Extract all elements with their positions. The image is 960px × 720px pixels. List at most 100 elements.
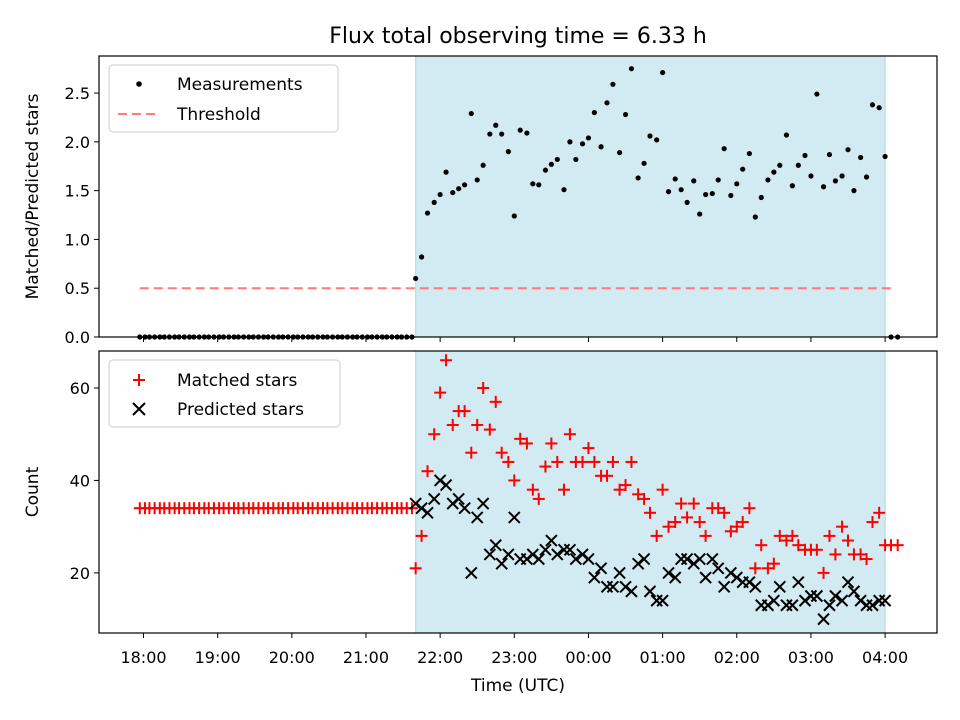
measurements-point (740, 166, 746, 172)
matched-stars-point (471, 418, 484, 431)
predicted-stars-point (792, 575, 805, 589)
matched-stars-point (681, 511, 694, 524)
matched-stars-point (520, 437, 533, 450)
bottom-observing-span (415, 350, 886, 634)
top-axis-ticks: 0.0 0.5 1.0 1.5 2.0 2.5 (65, 84, 886, 347)
measurements-point (573, 156, 579, 163)
measurements-point (765, 177, 771, 183)
top-y-tick-label: 0.5 (65, 279, 90, 298)
matched-stars-point (773, 529, 786, 542)
measurements-point (832, 178, 839, 184)
measurements-point (610, 81, 616, 87)
predicted-stars-point (878, 594, 892, 607)
measurements-point (579, 141, 586, 147)
measurements-point (517, 127, 523, 133)
matched-stars-point (736, 516, 749, 529)
measurements-point (814, 91, 820, 97)
measurements-point (437, 191, 443, 198)
measurements-point (672, 176, 678, 182)
x-tick-label: 22:00 (417, 648, 463, 667)
predicted-stars-point (637, 552, 651, 566)
measurements-point (635, 175, 641, 181)
predicted-stars-point (458, 501, 471, 515)
top-y-tick-label: 2.0 (65, 133, 90, 152)
matched-stars-point (810, 543, 823, 556)
measurements-point (771, 169, 777, 175)
matched-stars-point (526, 483, 539, 496)
matched-stars-point (873, 506, 886, 519)
measurements-point (839, 173, 845, 179)
measurements-point (567, 139, 573, 145)
measurements-point (487, 131, 493, 137)
matched-stars-point (545, 437, 558, 450)
bottom-axis-ticks: 20 40 60 18:00 19:00 20:00 21:00 22:00 23:00 00:0… (70, 379, 909, 667)
measurements-point (561, 187, 567, 193)
predicted-stars-point (835, 594, 849, 607)
matched-stars-point (650, 529, 663, 542)
matched-stars-point (606, 455, 619, 468)
top-y-tick-label: 1.5 (65, 182, 90, 201)
measurements-point (660, 69, 666, 76)
top-panel: 0.0 0.5 1.0 1.5 2.0 2.5 Matched/Predicted sta… (23, 55, 938, 347)
predicted-stars-point (545, 534, 558, 547)
measurements-point (468, 110, 474, 117)
matched-stars-point (421, 465, 434, 478)
matched-stars-point (675, 497, 688, 510)
x-tick-label: 18:00 (120, 648, 166, 667)
matched-stars-point (576, 455, 589, 468)
measurements-point (802, 152, 808, 159)
measurements-point (604, 100, 610, 106)
predicted-stars-point (489, 538, 502, 552)
predicted-stars-point (847, 585, 861, 598)
measurements-point (858, 154, 864, 161)
matched-stars-point (532, 492, 545, 505)
measurements-point (413, 275, 419, 282)
matched-stars-point (477, 381, 490, 394)
measurements-point (665, 189, 672, 195)
predicted-stars-point (841, 575, 855, 589)
predicted-stars-point (693, 552, 706, 566)
measurements-point (783, 132, 790, 138)
bottom-legend: Matched stars Predicted stars (108, 359, 341, 428)
matched-stars-point (749, 562, 762, 575)
predicted-stars-point (569, 552, 583, 566)
measurements-point (616, 149, 623, 156)
bottom-y-tick-label: 20 (70, 564, 90, 583)
matched-stars-point (669, 516, 682, 529)
measurements-point (622, 111, 629, 118)
measurements-point (789, 183, 795, 189)
bottom-y-tick-label: 60 (70, 379, 90, 398)
measurements-legend-label: Measurements (177, 75, 303, 95)
top-legend: Measurements Threshold (108, 64, 339, 133)
measurements-point (554, 156, 560, 163)
measurements-point (721, 146, 727, 152)
measurements-point (728, 192, 734, 199)
measurements-point (418, 254, 425, 260)
matched-stars-point (563, 428, 576, 441)
predicted-stars-point (483, 548, 497, 561)
top-plot-frame (98, 55, 938, 338)
predicted-stars-point (582, 552, 595, 566)
matched-stars-point (866, 516, 879, 529)
bottom-panel: 20 40 60 18:00 19:00 20:00 21:00 22:00 23:00 00:0… (23, 350, 938, 667)
top-y-tick-label: 0.0 (65, 328, 90, 347)
measurements-point (709, 190, 715, 197)
matched-stars-point (465, 446, 478, 459)
top-y-tick-label: 1.0 (65, 230, 90, 249)
measurements-point (654, 137, 660, 143)
predicted-stars-point (773, 580, 786, 593)
measurements-point (450, 189, 456, 196)
predicted-stars-point (465, 566, 478, 580)
matched-stars-point (656, 483, 669, 496)
matched-stars-point (625, 455, 638, 468)
bottom-legend-box (108, 359, 341, 428)
predicted-stars-point (706, 552, 719, 566)
matched-stars-point (415, 529, 428, 542)
predicted-stars-point (613, 566, 626, 580)
measurements-point (795, 162, 801, 168)
x-tick-label: 21:00 (343, 648, 389, 667)
predicted-stars-point (699, 571, 712, 584)
matched-stars-point (539, 460, 552, 473)
measurements-point (443, 169, 449, 175)
